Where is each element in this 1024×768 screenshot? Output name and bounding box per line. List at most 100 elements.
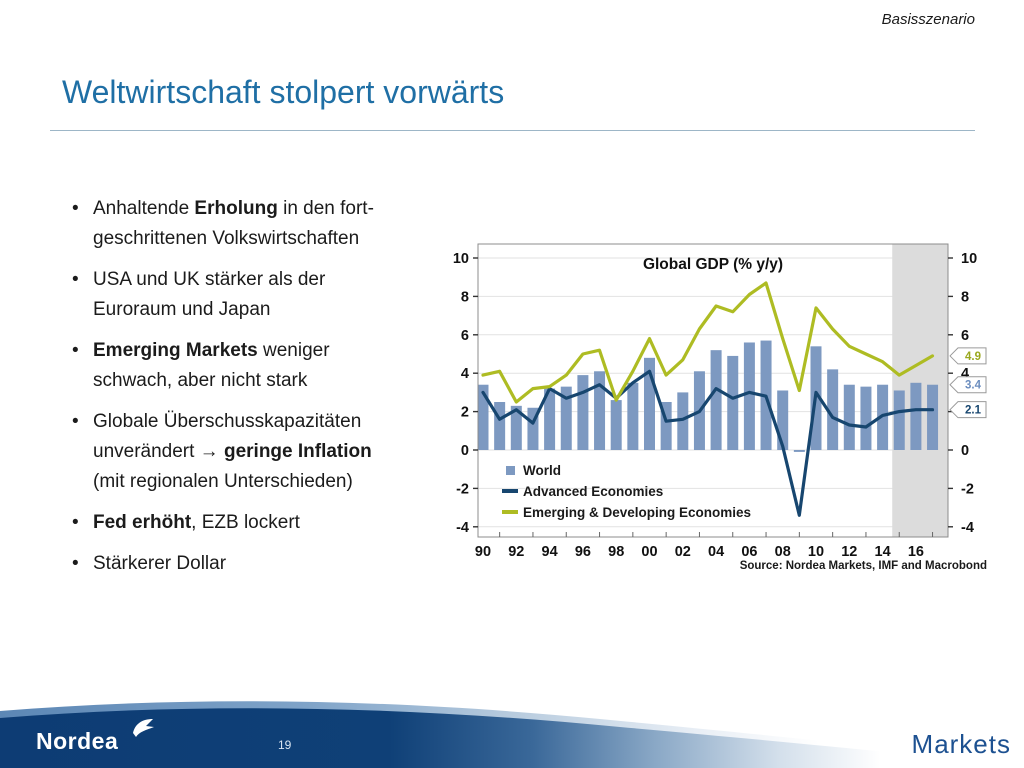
x-tick-label: 98 [608,544,624,560]
x-tick-label: 90 [475,544,491,560]
bar-world [927,384,939,450]
page-title: Weltwirtschaft stolpert vorwärts [62,74,505,110]
bar-world [860,386,872,450]
bullet-dot: • [72,269,79,290]
end-label-tag [949,401,987,419]
bar-world [793,450,805,452]
footer-wave-graphic [0,701,1024,768]
nordea-sail-icon [133,719,154,737]
bar-world [893,390,905,450]
x-tick-label: 00 [641,544,657,560]
bullet-text: weniger [257,340,330,361]
y-tick-label-right: 6 [961,328,969,344]
legend-label: Advanced Economies [523,484,663,499]
bullet-list: • Anhaltende Erholung in den fort-geschri… [70,194,490,590]
gdp-chart: -4-4-2-200224466881010909294969800020406… [450,238,1010,578]
line-series [481,369,935,517]
bullet-text: in den fort- [277,198,374,219]
bar-world [910,382,922,450]
x-tick-label: 14 [875,544,891,560]
end-label-value: 4.9 [965,351,981,363]
y-tick-label-right: 10 [961,251,977,267]
y-tick-label-right: -4 [961,520,974,536]
bar-world [644,357,655,450]
bar-world [877,384,889,450]
y-tick-label-left: 8 [461,289,469,305]
legend-label: World [523,463,561,478]
bullet-text: Globale Überschusskapazitäten [93,411,362,432]
bullet-item: • Stärkerer Dollar [70,549,490,579]
plot-frame [477,243,949,538]
y-tick-label-left: -4 [456,520,469,536]
y-tick-label-left: 0 [461,443,469,459]
bullet-item: • USA und UK stärker als der Euroraum und … [70,265,490,325]
page-number: 19 [278,738,292,752]
y-tick-label-right: 4 [961,366,969,382]
bar-world [494,402,506,450]
bar-world [610,400,622,450]
end-label-tag [949,347,987,365]
legend-marker-world [506,466,515,475]
y-tick-label-right: 0 [961,443,969,459]
bar-world [594,371,606,450]
bar-world [660,402,672,450]
bullet-item: • Globale Überschusskapazitäten unveränder… [70,407,490,497]
y-tick-label-right: -2 [961,481,974,497]
bullet-dot: • [72,340,79,361]
y-tick-label-left: 4 [461,366,469,382]
bullet-text: , EZB lockert [191,512,300,533]
bar-world [710,350,722,450]
x-tick-label: 16 [908,544,924,560]
x-tick-label: 10 [808,544,824,560]
bullet-item: • Emerging Markets weniger schwach, aber n… [70,336,490,396]
bar-world [544,388,556,450]
markets-label: Markets [911,729,1011,759]
title-underline [50,130,975,131]
bullet-dot: • [72,553,79,574]
x-tick-label: 96 [575,544,591,560]
bullet-item: • Fed erhöht, EZB lockert [70,508,490,538]
bar-world [560,386,572,450]
bar-world [677,392,689,450]
bar-world [827,369,839,450]
wave-navy [0,708,1024,768]
bar-world [843,384,855,450]
line-series [481,281,935,404]
bar-world [477,384,489,450]
bar-world [510,405,522,450]
legend-label: Emerging & Developing Economies [523,505,751,520]
end-label-value: 2.1 [965,405,982,417]
bullet-text: Emerging Markets [93,340,258,361]
x-tick-label: 08 [775,544,791,560]
x-tick-label: 04 [708,544,724,560]
x-tick-label: 02 [675,544,691,560]
bullet-text: Fed erhöht [93,512,192,533]
bullet-text: Euroraum und Japan [93,299,271,320]
y-tick-label-left: -2 [456,481,469,497]
source-note: Source: Nordea Markets, IMF and Macrobon… [740,560,987,572]
bullet-text: Erholung [194,198,278,219]
bar-world [743,342,755,450]
nordea-logo: Nordea [36,728,119,754]
footer: Nordea 19 Markets [0,693,1024,768]
x-tick-label: 92 [508,544,524,560]
bullet-text: USA und UK stärker als der [93,269,326,290]
bullet-dot: • [72,411,79,432]
bar-world [577,375,589,450]
y-tick-label-left: 6 [461,328,469,344]
x-tick-label: 94 [542,544,558,560]
chart-title: Global GDP (% y/y) [643,256,783,273]
bullet-text: Anhaltende [93,198,195,219]
bullet-text: Stärkerer Dollar [93,553,227,574]
bar-world [727,355,739,450]
y-tick-label-left: 2 [461,405,469,421]
bullet-text: geschrittenen Volkswirtschaften [93,228,360,249]
bullet-dot: • [72,512,79,533]
bullet-item: • Anhaltende Erholung in den fort-geschri… [70,194,490,254]
end-label-tag [949,376,987,394]
bullet-text: schwach, aber nicht stark [93,370,308,391]
bar-world [527,407,539,450]
scenario-label: Basisszenario [881,11,975,28]
y-tick-label-left: 10 [453,251,469,267]
